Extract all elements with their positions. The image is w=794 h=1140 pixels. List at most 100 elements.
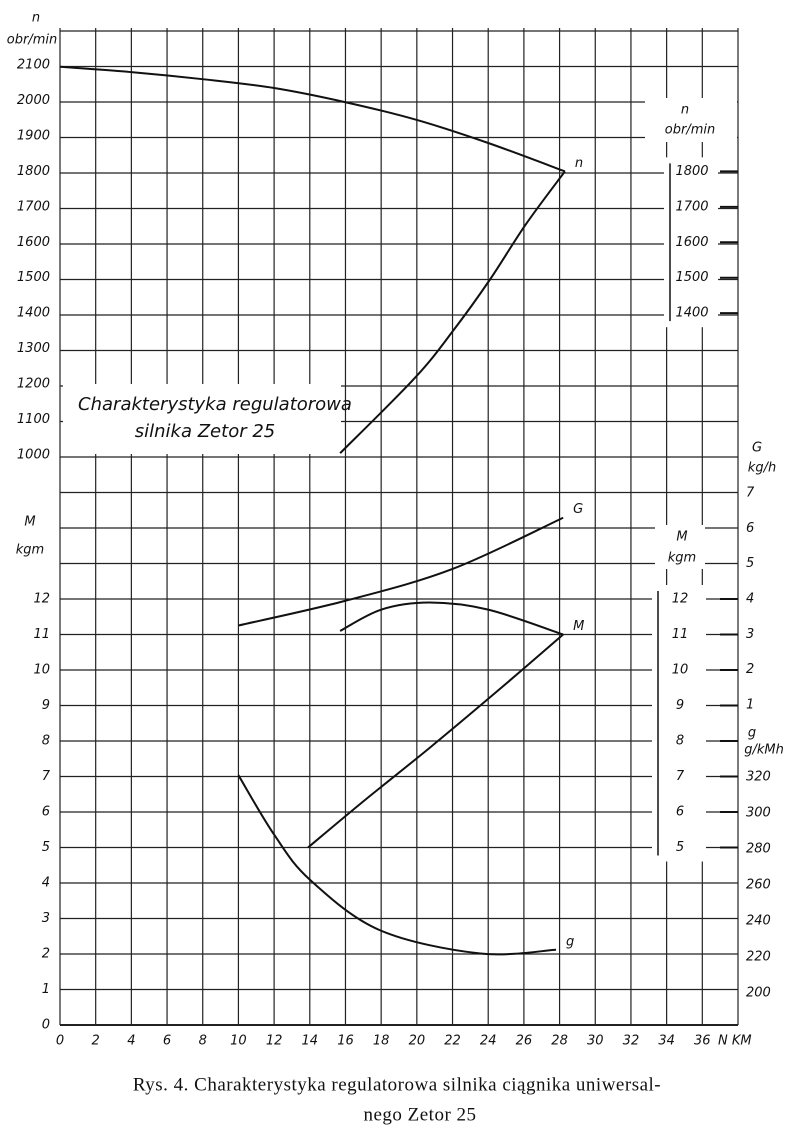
curve (238, 516, 564, 627)
inner-tick-label: 7 (676, 769, 685, 784)
inner-axis-bg (652, 585, 706, 862)
x-tick-label: 14 (302, 1034, 319, 1049)
y-tick-label: 4 (42, 876, 50, 891)
x-tick-label: 20 (409, 1034, 426, 1049)
y2-tick-label: 280 (746, 842, 771, 857)
inner-axis-bg (664, 157, 718, 328)
curve-label: n (575, 156, 583, 171)
y2-tick-label: 320 (746, 770, 771, 785)
y2-tick-label: 6 (746, 521, 754, 536)
x-tick-label: 24 (480, 1034, 497, 1049)
axis-unit: obr/min (665, 123, 715, 138)
y-tick-label: 2 (42, 947, 50, 962)
x-tick-label: 26 (516, 1034, 533, 1049)
x-tick-label: 6 (163, 1034, 171, 1049)
curve (237, 774, 557, 956)
y2-tick-label: 2 (746, 662, 754, 677)
x-tick-label: 0 (56, 1034, 64, 1049)
x-tick-label: 18 (373, 1034, 390, 1049)
y-tick-label: 5 (42, 840, 50, 855)
axis-unit: kgm (16, 543, 44, 558)
y2-tick-label: 1 (746, 698, 754, 713)
curve (339, 170, 566, 454)
x-tick-label: 28 (551, 1034, 568, 1049)
y2-tick-label: 4 (746, 592, 754, 607)
y-tick-label: 1300 (17, 341, 50, 356)
annotation: Charakterystyka regulatorowa (78, 394, 352, 415)
curve (339, 601, 564, 636)
inner-tick-label: 1700 (675, 199, 708, 214)
axis-label: M (676, 530, 687, 545)
inner-tick-label: 6 (676, 805, 684, 820)
y-tick-label: 9 (42, 698, 50, 713)
axis-unit: kgm (668, 551, 696, 566)
inner-axis-bg (655, 525, 705, 569)
y2-tick-label: 5 (746, 556, 754, 571)
y-tick-label: 12 (33, 592, 50, 607)
inner-tick-label: 1500 (675, 270, 708, 285)
y-tick-label: 10 (33, 663, 50, 678)
y-tick-label: 2000 (17, 93, 50, 108)
x-tick-label: 12 (266, 1034, 283, 1049)
y-tick-label: 8 (42, 734, 50, 749)
caption: Rys. 4. Charakterystyka regulatorowa sil… (133, 1074, 661, 1095)
inner-tick-label: 11 (672, 627, 689, 642)
y-tick-label: 1400 (17, 306, 50, 321)
x-tick-label: 30 (587, 1034, 604, 1049)
inner-tick-label: 8 (676, 734, 684, 749)
inner-tick-label: 10 (672, 663, 689, 678)
y-tick-label: 11 (33, 627, 50, 642)
inner-tick-label: 1600 (675, 235, 708, 250)
inner-tick-label: 5 (676, 840, 684, 855)
y2-tick-label: 260 (746, 878, 771, 893)
x-tick-label: 2 (92, 1034, 100, 1049)
x-tick-label: 32 (623, 1034, 640, 1049)
y-tick-label: 1200 (17, 377, 50, 392)
inner-axis-bg (645, 98, 737, 142)
y2-tick-label: 200 (746, 986, 771, 1001)
annotation-box (63, 384, 341, 454)
x-tick-label: 34 (658, 1034, 675, 1049)
x-axis-label: N KM (718, 1034, 752, 1049)
y-tick-label: 1600 (17, 235, 50, 250)
annotation: silnika Zetor 25 (135, 421, 275, 442)
axis-label: n (32, 11, 40, 26)
y-tick-label: 1700 (17, 199, 50, 214)
axis-label: g (748, 726, 756, 741)
axis-unit: kg/h (748, 461, 776, 476)
y2-tick-label: 7 (746, 486, 755, 501)
curve-label: M (573, 619, 584, 634)
curve (307, 633, 564, 849)
curve (59, 65, 566, 173)
axis-label: G (752, 441, 762, 456)
axis-label: n (681, 103, 689, 118)
axis-label: M (24, 515, 35, 530)
x-tick-label: 8 (199, 1034, 207, 1049)
x-tick-label: 22 (444, 1034, 461, 1049)
y-tick-label: 6 (42, 805, 50, 820)
y-tick-label: 2100 (17, 58, 50, 73)
inner-tick-label: 12 (672, 592, 689, 607)
y2-tick-label: 240 (746, 914, 771, 929)
curve-label: G (573, 502, 583, 517)
inner-tick-label: 1400 (675, 306, 708, 321)
y-tick-label: 1900 (17, 128, 50, 143)
y-tick-label: 1800 (17, 164, 50, 179)
inner-tick-label: 9 (676, 698, 684, 713)
y-tick-label: 7 (42, 769, 51, 784)
curve-label: g (566, 934, 574, 949)
x-tick-label: 36 (694, 1034, 711, 1049)
y-tick-label: 1100 (17, 412, 50, 427)
x-tick-label: 4 (127, 1034, 135, 1049)
y2-tick-label: 3 (746, 627, 754, 642)
y2-tick-label: 300 (746, 806, 771, 821)
x-tick-label: 10 (230, 1034, 247, 1049)
y-tick-label: 1 (42, 982, 50, 997)
inner-tick-label: 1800 (675, 164, 708, 179)
caption: nego Zetor 25 (363, 1104, 476, 1125)
y-tick-label: 3 (42, 911, 50, 926)
axis-unit: g/kMh (744, 743, 784, 758)
axis-unit: obr/min (7, 33, 57, 48)
y-tick-label: 0 (42, 1018, 50, 1033)
